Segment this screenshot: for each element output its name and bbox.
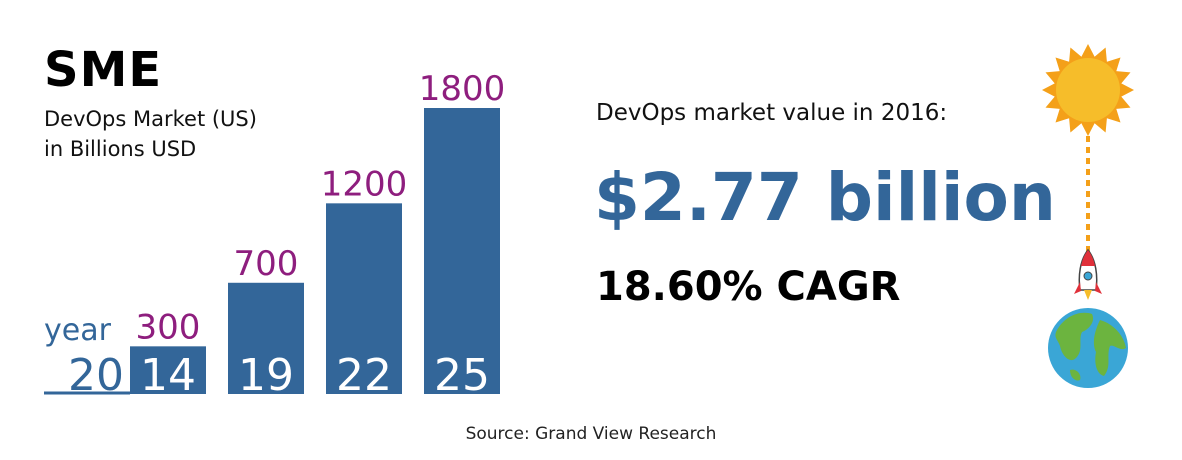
bar-19 — [228, 282, 304, 394]
year-prefix-label: year — [44, 313, 112, 348]
bar-22 — [326, 203, 402, 394]
value-label-22: 1200 — [321, 164, 408, 204]
century-label: 20 — [68, 350, 124, 401]
rocket-icon — [1074, 248, 1102, 300]
category-label-25: 25 — [434, 350, 490, 401]
bar-25 — [424, 108, 500, 394]
subtitle-line-1: DevOps Market (US) — [44, 107, 257, 131]
category-label-22: 22 — [336, 350, 392, 401]
bar-14 — [130, 346, 206, 394]
chart-subtitle: DevOps Market (US) in Billions USD — [44, 104, 257, 164]
category-label-14: 14 — [140, 350, 196, 401]
market-value-figure: $2.77 billion — [594, 159, 1056, 236]
subtitle-line-2: in Billions USD — [44, 137, 197, 161]
value-label-19: 700 — [234, 244, 299, 284]
sun-icon — [1042, 44, 1134, 136]
market-value-caption: DevOps market value in 2016: — [596, 100, 948, 126]
source-note: Source: Grand View Research — [465, 424, 717, 444]
decoration-illustration — [1042, 44, 1134, 388]
cagr-figure: 18.60% CAGR — [596, 264, 901, 310]
value-label-14: 300 — [136, 307, 201, 347]
category-label-19: 19 — [238, 350, 294, 401]
earth-icon — [1048, 308, 1128, 388]
chart-title: SME — [44, 42, 163, 98]
sun-disc — [1056, 58, 1120, 122]
value-label-25: 1800 — [419, 69, 506, 109]
